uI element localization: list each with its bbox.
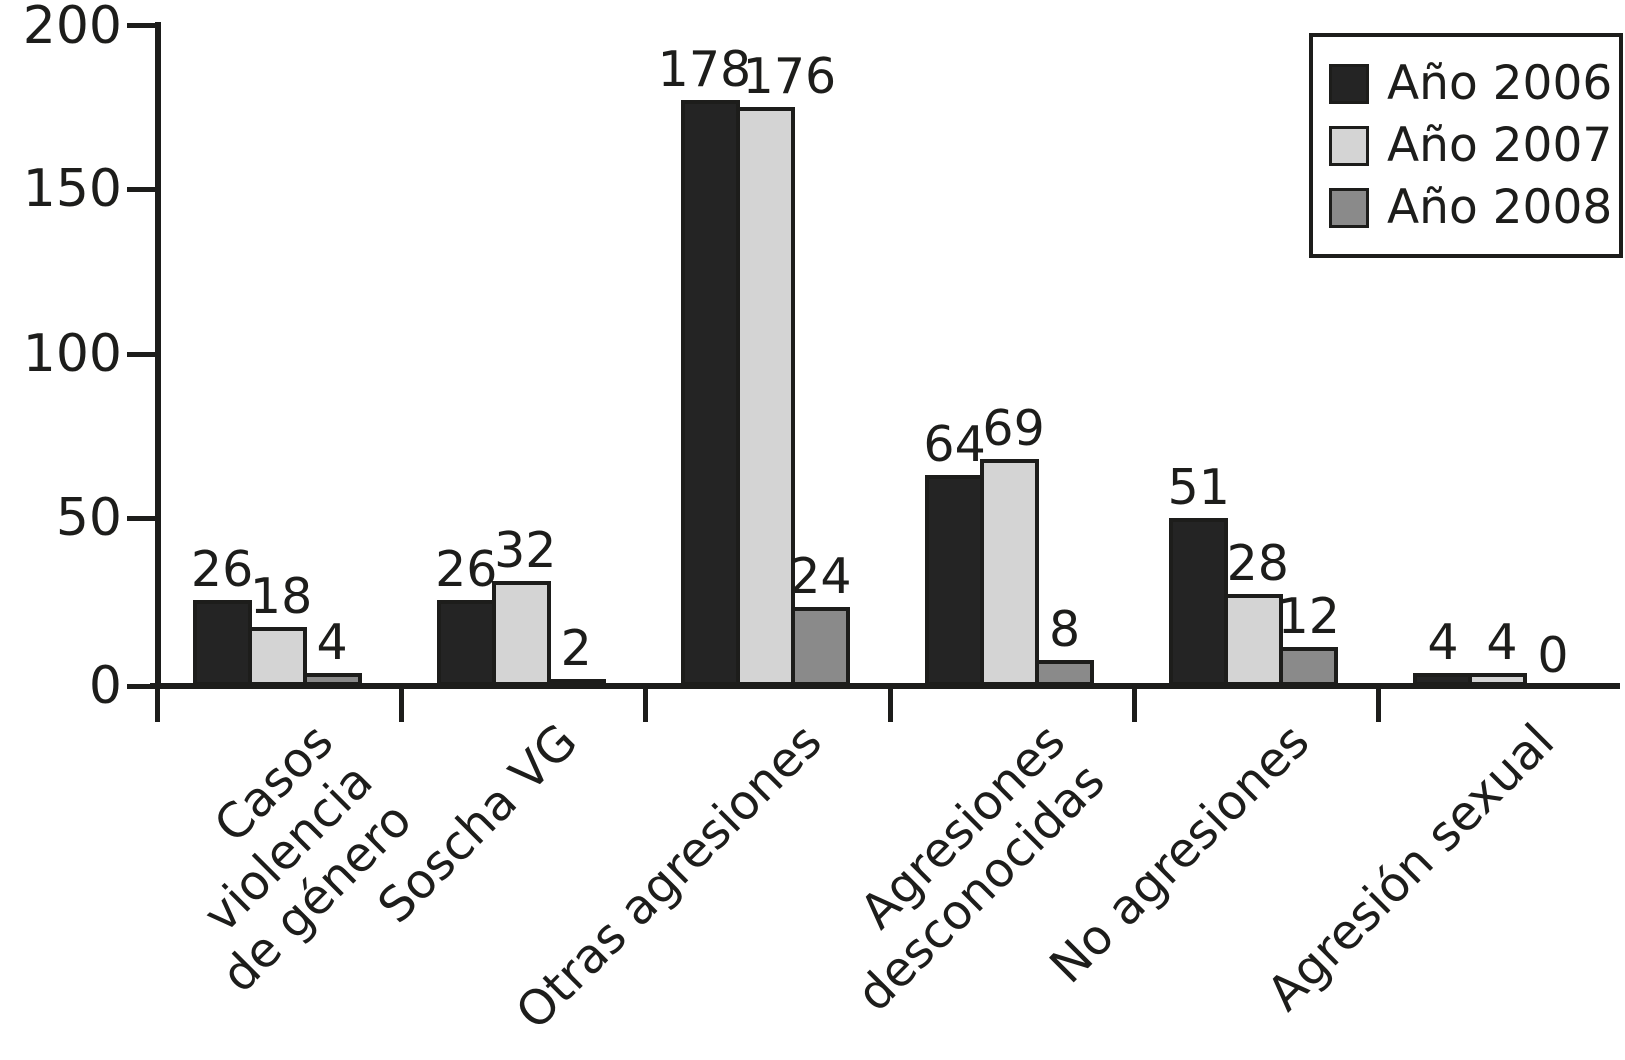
bar-año-2007-cat0 <box>247 627 307 686</box>
bar-value-label: 0 <box>1537 627 1569 684</box>
y-axis-tick-label-150: 150 <box>22 159 122 219</box>
bar-año-2007-cat2 <box>735 107 795 686</box>
y-axis-tick-100 <box>127 352 155 357</box>
legend-item-0: Año 2006 <box>1329 56 1613 111</box>
legend-swatch-icon <box>1329 125 1369 166</box>
bar-value-label: 26 <box>190 541 254 598</box>
x-axis-tick-1 <box>399 689 404 722</box>
legend-label: Año 2006 <box>1387 56 1613 111</box>
y-axis-tick-label-100: 100 <box>22 324 122 384</box>
legend-label: Año 2008 <box>1387 180 1613 235</box>
bar-año-2007-cat1 <box>491 581 551 686</box>
bar-value-label: 176 <box>742 48 837 105</box>
bar-value-label: 2 <box>560 620 592 677</box>
y-axis-tick-label-0: 0 <box>88 656 122 716</box>
legend-swatch-icon <box>1329 187 1369 228</box>
x-axis-line <box>150 683 1620 689</box>
x-category-label-4: No agresiones <box>1039 713 1321 995</box>
y-axis-tick-50 <box>127 516 155 521</box>
bar-value-label: 32 <box>494 522 557 579</box>
x-axis-tick-5 <box>1376 689 1381 722</box>
bar-value-label: 4 <box>316 614 348 671</box>
bar-value-label: 12 <box>1277 588 1340 645</box>
y-axis-tick-200 <box>127 23 155 28</box>
bar-value-label: 51 <box>1167 459 1230 516</box>
x-axis-tick-0 <box>155 689 160 722</box>
y-axis-tick-150 <box>127 187 155 192</box>
bar-año-2006-cat4 <box>1169 518 1229 686</box>
bar-año-2007-cat3 <box>980 459 1040 686</box>
bar-año-2006-cat0 <box>192 600 252 686</box>
x-axis-tick-3 <box>888 689 893 722</box>
legend-swatch-icon <box>1329 63 1369 104</box>
bar-value-label: 64 <box>923 416 986 473</box>
bar-value-label: 4 <box>1486 614 1518 671</box>
x-axis-tick-4 <box>1132 689 1137 722</box>
bar-año-2007-cat4 <box>1224 594 1284 686</box>
bar-value-label: 69 <box>982 400 1045 457</box>
y-axis-line <box>155 22 161 689</box>
bar-value-label: 4 <box>1427 614 1459 671</box>
legend-label: Año 2007 <box>1387 118 1613 173</box>
bar-año-2006-cat3 <box>925 475 985 686</box>
y-axis-tick-0 <box>127 684 155 689</box>
bar-año-2006-cat2 <box>680 100 740 686</box>
bar-value-label: 18 <box>249 568 313 625</box>
y-axis-tick-label-200: 200 <box>22 0 122 56</box>
bar-año-2006-cat1 <box>436 600 496 686</box>
bar-value-label: 8 <box>1048 601 1081 658</box>
bar-value-label: 178 <box>657 41 752 98</box>
bar-value-label: 26 <box>435 541 498 598</box>
legend-item-2: Año 2008 <box>1329 180 1613 235</box>
x-axis-tick-2 <box>643 689 648 722</box>
bar-año-2008-cat2 <box>790 607 850 686</box>
bar-value-label: 24 <box>789 548 852 605</box>
bar-año-2008-cat4 <box>1279 647 1339 686</box>
x-category-label-0: Casos violencia de género <box>192 713 423 1004</box>
legend: Año 2006 Año 2007 Año 2008 <box>1309 33 1623 258</box>
y-axis-tick-label-50: 50 <box>55 488 122 548</box>
bar-value-label: 28 <box>1226 535 1289 592</box>
legend-item-1: Año 2007 <box>1329 118 1613 173</box>
